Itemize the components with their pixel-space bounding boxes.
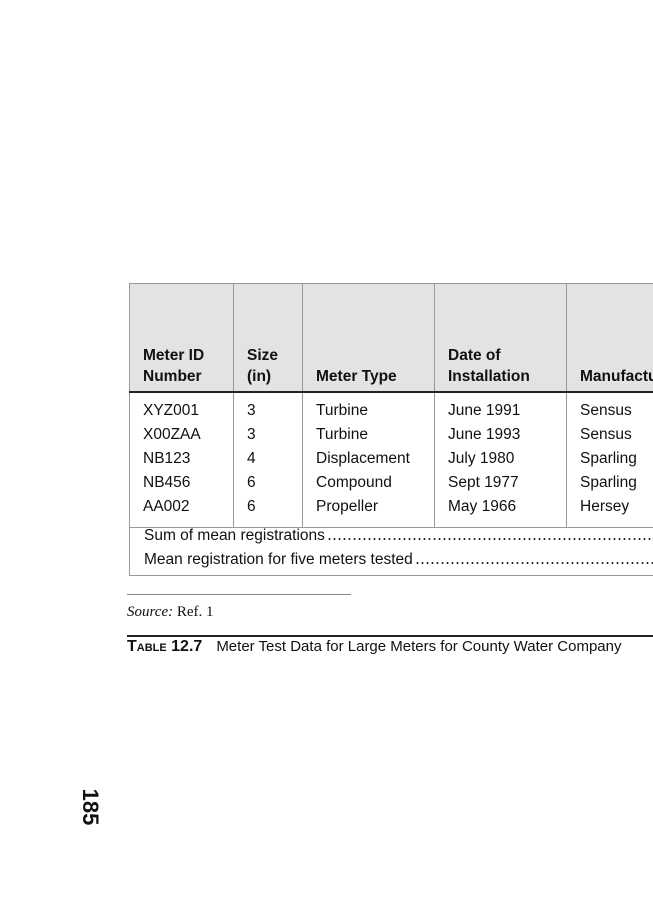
table-row: XYZ001 3 Turbine June 1991 Sensus bbox=[129, 392, 653, 423]
table-cell: XYZ001 bbox=[129, 392, 234, 423]
table-cell: Turbine bbox=[302, 423, 435, 447]
table-cell: June 1991 bbox=[434, 392, 567, 423]
summary-box: Sum of mean registrations Mean registrat… bbox=[129, 523, 653, 576]
table-cell: NB456 bbox=[129, 471, 234, 495]
summary-line: Mean registration for five meters tested bbox=[144, 551, 653, 569]
summary-text: Sum of mean registrations bbox=[144, 527, 325, 544]
caption-label: Table 12.7 bbox=[127, 638, 203, 655]
table-row: NB456 6 Compound Sept 1977 Sparling bbox=[129, 471, 653, 495]
source-label: Source: bbox=[127, 604, 174, 620]
table-cell: Propeller bbox=[302, 495, 435, 528]
table-cell: July 1980 bbox=[434, 447, 567, 471]
summary-text: Mean registration for five meters tested bbox=[144, 551, 413, 568]
table-cell: Compound bbox=[302, 471, 435, 495]
table-cell: Sensus bbox=[566, 423, 653, 447]
header-row: Meter ID Number Size (in) Meter Type Date o… bbox=[129, 283, 653, 393]
table-cell: AA002 bbox=[129, 495, 234, 528]
table-cell: Sparling bbox=[566, 447, 653, 471]
source-note: Source: Ref. 1 bbox=[127, 604, 214, 621]
page-number: 185 bbox=[78, 788, 103, 826]
column-header: Manufacturer bbox=[566, 283, 653, 393]
column-header: Date of Installation bbox=[434, 283, 567, 393]
caption-text: Meter Test Data for Large Meters for Cou… bbox=[216, 638, 622, 655]
table-row: AA002 6 Propeller May 1966 Hersey bbox=[129, 495, 653, 528]
table-cell: 3 bbox=[233, 392, 303, 423]
table-cell: Turbine bbox=[302, 392, 435, 423]
meter-table: Meter ID Number Size (in) Meter Type Date o… bbox=[129, 283, 653, 528]
table-cell: X00ZAA bbox=[129, 423, 234, 447]
caption-rule bbox=[127, 635, 653, 637]
table-row: X00ZAA 3 Turbine June 1993 Sensus bbox=[129, 423, 653, 447]
source-rule bbox=[127, 594, 351, 595]
table-cell: May 1966 bbox=[434, 495, 567, 528]
table-cell: Sensus bbox=[566, 392, 653, 423]
table-caption: Table 12.7 Meter Test Data for Large Mete… bbox=[127, 638, 621, 656]
source-text: Ref. 1 bbox=[176, 604, 214, 620]
dot-leader bbox=[414, 561, 653, 565]
table-cell: June 1993 bbox=[434, 423, 567, 447]
table-body: XYZ001 3 Turbine June 1991 Sensus X00ZAA 3 Turb… bbox=[129, 392, 653, 528]
table-cell: Displacement bbox=[302, 447, 435, 471]
table-cell: 4 bbox=[233, 447, 303, 471]
table-cell: Hersey bbox=[566, 495, 653, 528]
column-header: Meter Type bbox=[302, 283, 435, 393]
table-cell: 6 bbox=[233, 471, 303, 495]
column-header: Meter ID Number bbox=[129, 283, 234, 393]
table-cell: 6 bbox=[233, 495, 303, 528]
table-cell: 3 bbox=[233, 423, 303, 447]
table-row: NB123 4 Displacement July 1980 Sparling bbox=[129, 447, 653, 471]
table-cell: Sparling bbox=[566, 471, 653, 495]
column-header: Size (in) bbox=[233, 283, 303, 393]
table-cell: Sept 1977 bbox=[434, 471, 567, 495]
summary-line: Sum of mean registrations bbox=[144, 527, 653, 545]
table-cell: NB123 bbox=[129, 447, 234, 471]
dot-leader bbox=[326, 537, 653, 541]
